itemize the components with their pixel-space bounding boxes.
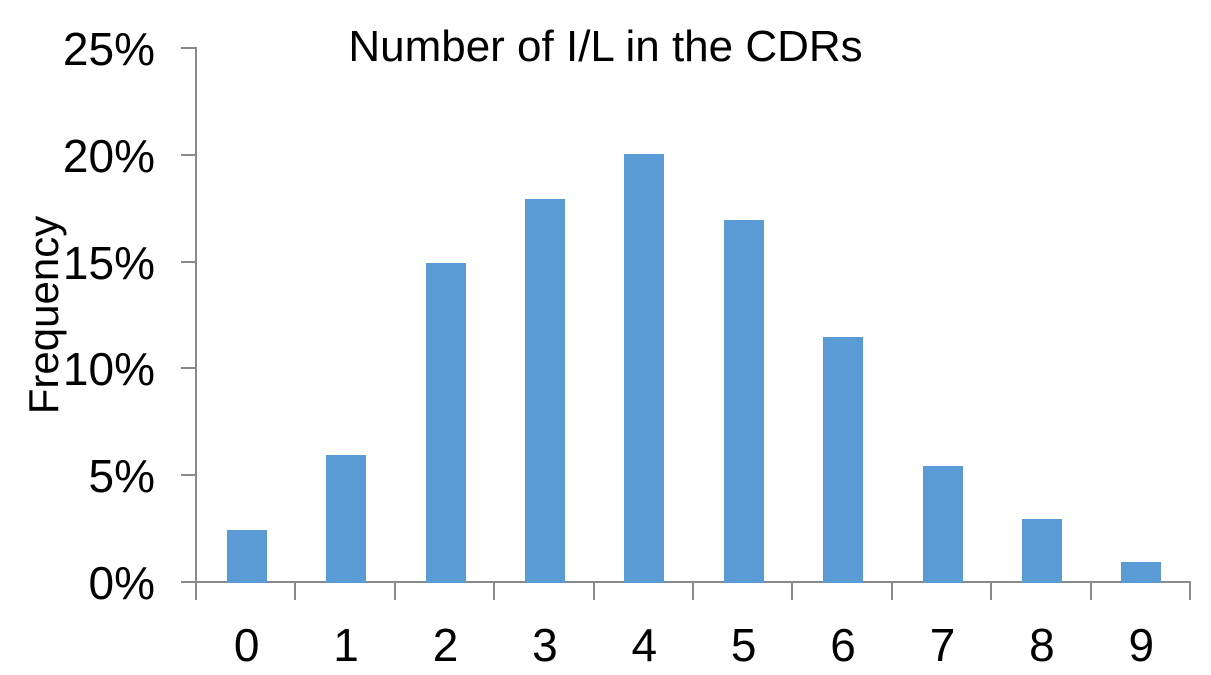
bar xyxy=(524,198,565,583)
chart-title: Number of I/L in the CDRs xyxy=(348,22,863,71)
x-tick-mark xyxy=(692,583,694,600)
x-tick-label: 3 xyxy=(532,619,558,671)
y-tick-label: 15% xyxy=(62,236,155,289)
x-tick-label: 8 xyxy=(1029,619,1055,671)
y-tick-label: 5% xyxy=(88,450,155,503)
x-tick-mark xyxy=(592,583,595,600)
x-tick-label: 2 xyxy=(432,619,459,671)
x-tick-label: 7 xyxy=(929,619,956,671)
y-tick-label: 10% xyxy=(62,343,155,396)
bar xyxy=(326,454,367,583)
x-tick-mark xyxy=(791,583,794,600)
x-tick-label: 5 xyxy=(730,619,757,671)
x-tick-label: 6 xyxy=(830,619,856,671)
x-tick-mark xyxy=(990,583,993,600)
x-tick-mark xyxy=(294,583,297,600)
x-tick-label: 0 xyxy=(233,619,260,671)
bar xyxy=(425,262,466,583)
x-tick-label: 1 xyxy=(333,619,359,671)
bar xyxy=(1021,518,1062,583)
y-tick-label: 20% xyxy=(62,129,155,182)
bar xyxy=(226,529,267,583)
y-tick-mark xyxy=(181,47,195,49)
x-tick-mark xyxy=(393,583,396,600)
x-tick-mark xyxy=(1189,583,1191,600)
y-tick-mark xyxy=(181,474,195,477)
x-axis-line xyxy=(195,581,1191,583)
x-tick-mark xyxy=(493,583,496,600)
bar xyxy=(922,465,963,583)
y-tick-mark xyxy=(181,581,195,583)
y-tick-mark xyxy=(181,367,195,370)
x-tick-label: 9 xyxy=(1128,619,1155,671)
bar xyxy=(723,219,764,583)
x-tick-label: 4 xyxy=(631,619,658,671)
x-tick-mark xyxy=(195,583,197,600)
bar xyxy=(624,153,665,583)
bar xyxy=(823,337,864,583)
y-axis-line xyxy=(195,47,197,583)
y-tick-label: 25% xyxy=(62,23,155,75)
y-tick-mark xyxy=(181,153,195,156)
x-tick-mark xyxy=(890,583,893,600)
y-tick-mark xyxy=(181,260,195,263)
y-tick-label: 0% xyxy=(88,557,155,609)
x-tick-mark xyxy=(1089,583,1092,600)
bar xyxy=(1121,561,1162,583)
